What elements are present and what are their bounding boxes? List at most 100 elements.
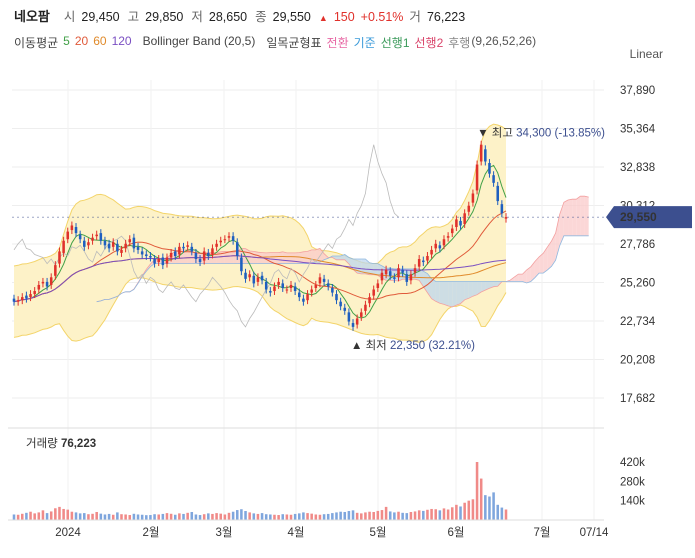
candle-body (231, 236, 235, 241)
open-value: 29,450 (81, 10, 120, 24)
ich-base-label: 기준 (353, 36, 376, 50)
candle-body (41, 281, 45, 284)
low-label: 저 (191, 10, 203, 24)
volume-bar (161, 513, 165, 520)
volume-bar (33, 513, 36, 520)
volume-bar (384, 506, 388, 520)
ma120-line (13, 255, 507, 303)
min-annotation: ▲ 최저 22,350 (32.21%) (351, 339, 475, 352)
candles (12, 140, 508, 331)
candle-body (264, 281, 268, 290)
candle-body (293, 286, 297, 292)
volume-bar (70, 511, 74, 520)
close-label: 종 (255, 10, 267, 24)
cloud-segment (348, 257, 354, 270)
cloud-segment (228, 251, 234, 264)
candle-body (306, 294, 309, 301)
candle-body (58, 251, 61, 264)
bollinger-lower (13, 277, 507, 343)
volume-bar (153, 514, 156, 520)
cloud-segment (485, 281, 490, 291)
cloud-segment (456, 281, 461, 306)
x-tick-label: 7월 (534, 526, 551, 539)
volume-bar (215, 513, 218, 520)
cloud-segment (452, 281, 457, 308)
cloud-segment (460, 281, 465, 304)
candle-body (20, 297, 24, 301)
cloud-segment (295, 252, 300, 264)
volume-bar (380, 510, 384, 520)
volume-bar (355, 512, 359, 520)
candle-body (244, 272, 247, 279)
candle-body (326, 283, 330, 287)
ma20-label: 20 (74, 34, 89, 48)
volume-bar (504, 509, 508, 520)
candle-body (240, 257, 243, 272)
x-tick-label: 4월 (288, 526, 305, 539)
candle-body (49, 277, 53, 285)
cloud-segment (576, 196, 581, 236)
candle-body (467, 205, 471, 212)
volume-bar (29, 511, 32, 520)
volume-bar (405, 513, 409, 520)
ma-label[interactable]: 이동평균 (14, 36, 59, 50)
candle-body (335, 294, 338, 301)
candle-body (459, 220, 462, 226)
scale-mode-button[interactable]: Linear (629, 47, 663, 61)
candle-body (289, 284, 293, 288)
cloud-segment (319, 248, 325, 263)
candle-body (475, 164, 479, 191)
volume-bar (264, 514, 268, 520)
candle-body (190, 246, 194, 252)
cloud-segment (448, 281, 453, 308)
volume-bar (16, 514, 20, 520)
volume-bar (335, 512, 338, 520)
volume-bar (186, 512, 189, 520)
bollinger-label[interactable]: Bollinger Band (20,5) (142, 34, 256, 48)
candle-body (182, 246, 185, 249)
candle-body (78, 234, 82, 240)
cloud-segment (539, 253, 544, 274)
cloud-segment (336, 255, 341, 260)
volume-bar (368, 511, 371, 520)
close-value: 29,550 (272, 10, 311, 24)
candle-body (227, 236, 231, 238)
candle-body (376, 283, 380, 288)
change-pct: +0.51% (360, 10, 404, 24)
volume-bar (347, 511, 351, 520)
candle-body (149, 255, 152, 258)
candle-body (33, 291, 36, 295)
volume-bar (351, 510, 355, 520)
ichimoku-label[interactable]: 일목균형표 (266, 36, 322, 50)
candle-body (16, 300, 20, 302)
candle-body (169, 252, 173, 258)
cloud-segment (291, 252, 296, 264)
volume-bar (256, 513, 260, 520)
cloud-segment (278, 251, 283, 264)
candle-body (235, 242, 239, 256)
candle-body (500, 204, 504, 214)
volume-bar (314, 514, 318, 520)
candle-body (248, 274, 251, 278)
candle-body (496, 185, 500, 202)
candle-body (87, 242, 90, 246)
cloud-segment (307, 249, 312, 264)
candle-body (281, 283, 285, 288)
volume-bar (136, 514, 140, 520)
y-tick-label: 20,208 (620, 355, 655, 367)
indicator-legend[interactable]: 이동평균 5 20 60 120 Bollinger Band (20,5) 일… (14, 34, 536, 51)
max-annotation: ▼ 최고 34,300 (-13.85%) (477, 127, 605, 140)
candle-body (173, 251, 177, 256)
candle-body (91, 237, 94, 241)
high-label: 고 (127, 10, 140, 24)
volume-bar (322, 514, 326, 520)
candle-body (223, 239, 227, 241)
cloud-segment (580, 196, 585, 236)
volume-bar (318, 514, 322, 520)
volume-bar (252, 513, 256, 520)
candle-body (310, 289, 313, 293)
volume-bar (62, 508, 65, 520)
cloud-segment (286, 252, 292, 264)
candle-body (343, 307, 347, 311)
